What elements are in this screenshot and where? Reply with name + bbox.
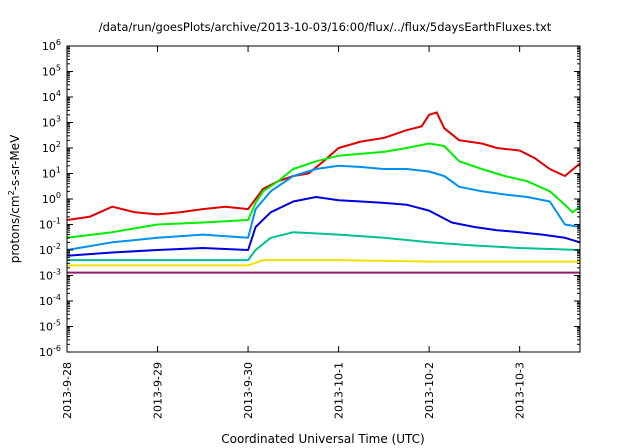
y-tick-base: 10 [42,193,56,206]
series-line-6 [67,259,580,267]
y-tick-exponent: -1 [53,217,61,226]
y-tick-base: 10 [42,91,56,104]
x-axis: 2013-9-28 2013-9-29 2013-9-30 2013-10-1 2013… [61,46,527,419]
y-tick-label: 10-5 [39,319,61,334]
y-tick-label: 10-6 [39,344,61,359]
y-tick-base: 10 [42,168,56,181]
y-tick-label: 10-1 [39,217,61,232]
y-tick-exponent: 2 [56,140,61,149]
y-tick-base: 10 [39,270,53,283]
x-tick-label: 2013-10-1 [333,362,346,419]
y-tick-exponent: 5 [56,64,61,73]
y-axis-label-sup: 2 [7,190,16,195]
y-axis-label-rest: -s-sr-MeV [8,134,22,190]
y-tick-exponent: -3 [53,268,61,277]
series-line-5 [67,231,581,262]
y-tick-base: 10 [42,40,56,53]
x-tick-label: 2013-9-29 [152,362,165,419]
y-tick-exponent: -4 [53,293,61,302]
series-line-1 [66,111,581,221]
y-tick-exponent: 4 [56,89,61,98]
y-tick-exponent: -6 [53,344,61,353]
x-tick-label: 2013-9-30 [242,362,255,419]
x-tick-label: 2013-10-2 [423,362,436,419]
y-axis: 10-610-510-410-310-210-11001011021031041… [39,38,580,359]
y-tick-base: 10 [39,321,53,334]
y-tick-exponent: 0 [56,191,61,200]
y-tick-exponent: 1 [56,166,61,175]
y-tick-label: 102 [42,140,61,155]
y-tick-label: 100 [42,191,61,206]
y-axis-label: protons/cm2-s-sr-MeV [7,134,22,263]
y-tick-label: 104 [42,89,61,104]
y-tick-label: 105 [42,64,61,79]
y-axis-label-main: protons/cm [8,195,22,263]
y-tick-base: 10 [42,66,56,79]
y-tick-label: 10-3 [39,268,61,283]
series-layer [66,111,581,274]
y-tick-base: 10 [39,295,53,308]
y-tick-label: 101 [42,166,61,181]
y-tick-base: 10 [42,142,56,155]
series-line-3 [66,164,581,251]
y-tick-exponent: -5 [53,319,61,328]
y-tick-label: 10-4 [39,293,61,308]
y-tick-base: 10 [39,219,53,232]
y-tick-exponent: 3 [56,115,61,124]
y-tick-exponent: 6 [56,38,61,47]
y-tick-base: 10 [42,117,56,130]
chart-title: /data/run/goesPlots/archive/2013-10-03/1… [99,20,552,34]
x-tick-label: 2013-9-28 [61,362,74,419]
y-tick-exponent: -2 [53,242,61,251]
y-tick-base: 10 [39,244,53,257]
y-tick-label: 10-2 [39,242,61,257]
series-line-2 [66,142,581,239]
y-tick-label: 106 [42,38,61,53]
series-line-4 [66,196,581,257]
y-tick-label: 103 [42,115,61,130]
y-tick-base: 10 [39,346,53,359]
x-tick-label: 2013-10-3 [514,362,527,419]
x-axis-label: Coordinated Universal Time (UTC) [221,432,424,446]
